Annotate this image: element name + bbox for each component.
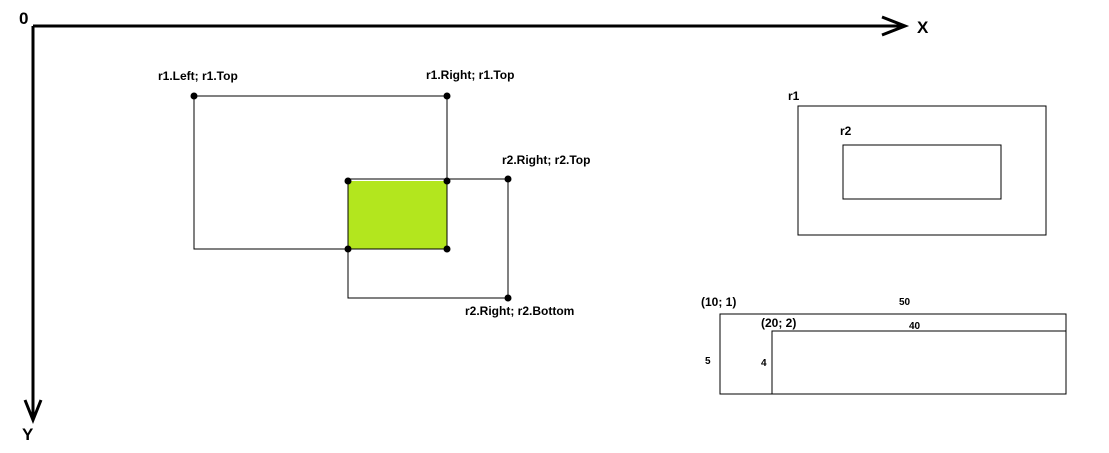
- label-outer-height: 5: [705, 356, 711, 367]
- rect-r2: [347, 178, 509, 299]
- y-axis-label: Y: [22, 425, 34, 444]
- point-r2-right-bottom: [504, 294, 512, 302]
- label-r1-right-top: r1.Right; r1.Top: [426, 68, 514, 82]
- label-r2-right-bottom: r2.Right; r2.Bottom: [465, 304, 574, 318]
- x-axis-label: X: [917, 18, 929, 37]
- intersection-example: r1.Left; r1.Top r1.Right; r1.Top r2.Righ…: [158, 68, 590, 318]
- origin-label: 0: [19, 9, 28, 28]
- y-axis-arrowhead: [23, 399, 43, 425]
- coordinate-axes: [23, 15, 910, 425]
- label-inner-height: 4: [761, 358, 767, 369]
- point-r2-right-top: [504, 175, 512, 183]
- point-intersection-bottom-right: [443, 245, 451, 253]
- point-intersection-top-right: [443, 177, 451, 185]
- rect-r1: [193, 95, 448, 250]
- point-r1-left-top: [190, 92, 198, 100]
- dimensions-example: (10; 1) 50 5 (20; 2) 40 4: [701, 295, 1067, 395]
- point-intersection-top-left: [344, 177, 352, 185]
- rect-inner-r2: [842, 144, 1002, 200]
- label-inner-width: 40: [909, 321, 921, 332]
- label-outer-origin: (10; 1): [701, 295, 736, 309]
- label-r1-left-top: r1.Left; r1.Top: [158, 69, 238, 83]
- label-inner-origin: (20; 2): [761, 316, 796, 330]
- label-outer-r1: r1: [788, 89, 800, 103]
- label-inner-r2: r2: [840, 124, 852, 138]
- x-axis-arrowhead: [881, 15, 910, 37]
- label-r2-right-top: r2.Right; r2.Top: [502, 153, 590, 167]
- label-outer-width: 50: [899, 297, 911, 308]
- rect-outer-r1: [797, 105, 1047, 236]
- point-r1-right-top: [443, 92, 451, 100]
- point-intersection-bottom-left: [344, 245, 352, 253]
- containment-example: r1 r2: [788, 89, 1047, 236]
- intersection-area: [348, 181, 447, 249]
- rect-inner-dimensions: [771, 330, 1067, 395]
